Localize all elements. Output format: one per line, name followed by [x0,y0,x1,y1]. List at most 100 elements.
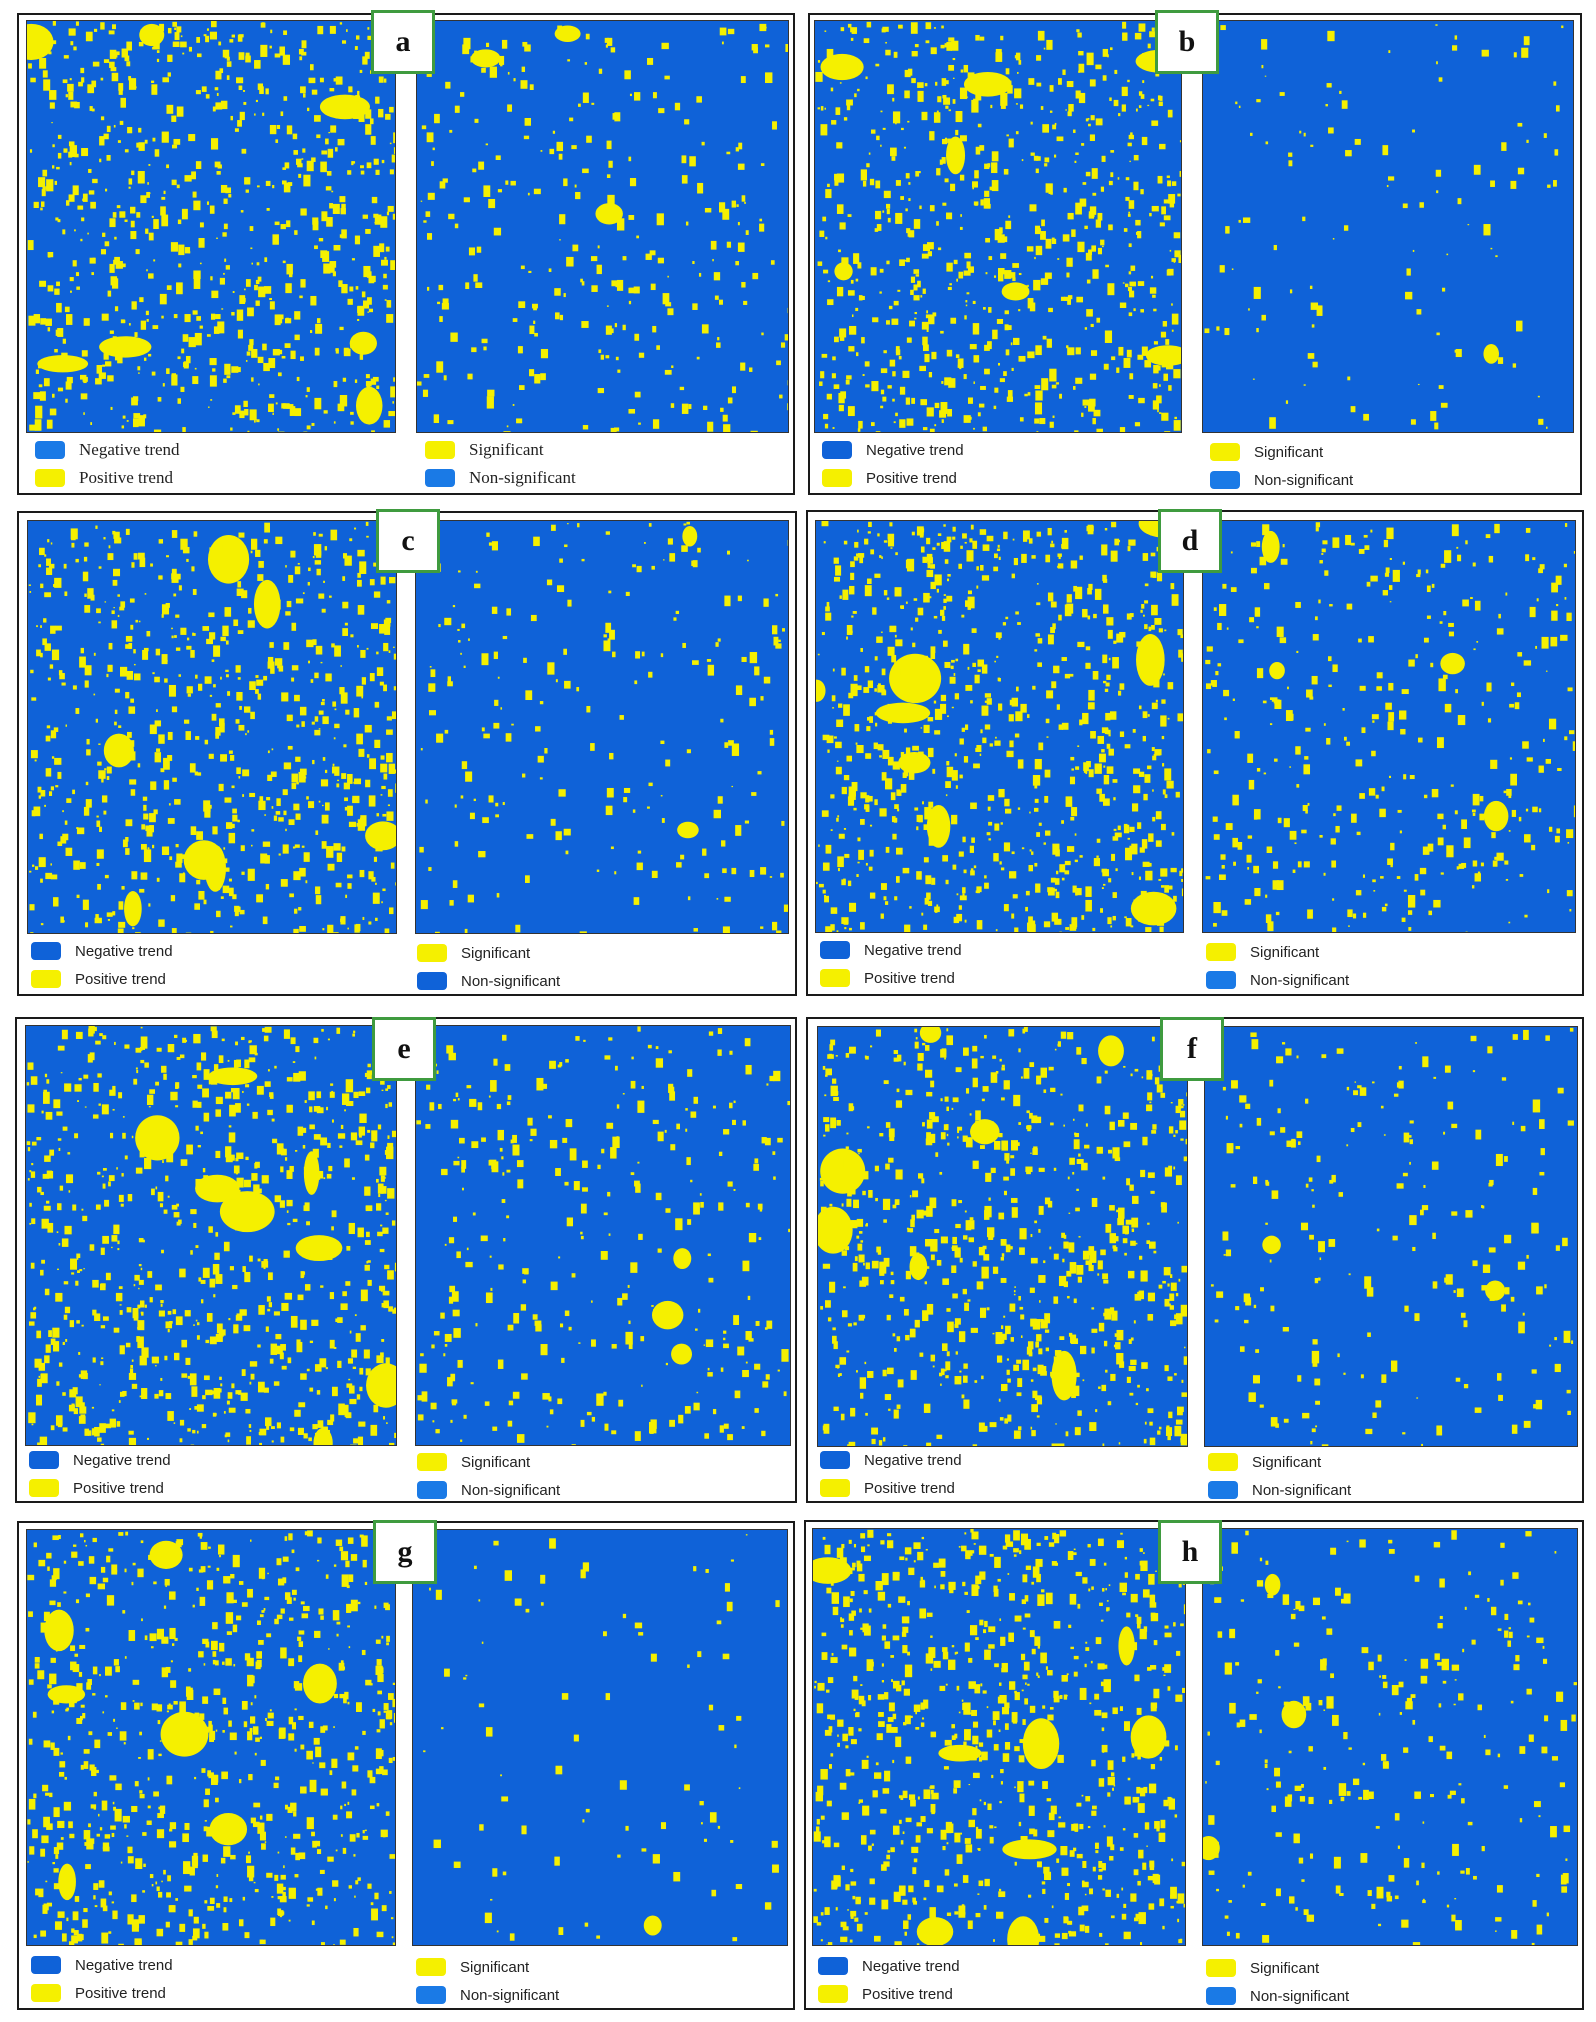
significance-map-e [415,1025,791,1446]
yellow-swatch [35,469,65,487]
raster-background [416,521,788,933]
panel-letter-d: d [1158,509,1222,573]
legend-label: Negative trend [75,942,173,960]
legend-negative-trend: Negative trend [31,941,173,961]
legend-non-significant: Non-significant [425,468,576,488]
raster-speckles [27,21,395,432]
legend-label: Significant [469,440,544,459]
legend-label: Positive trend [864,969,955,987]
raster-background [416,1026,790,1445]
blue-swatch [1206,971,1236,989]
trend-legend-e: Negative trend Positive trend [29,1450,171,1498]
legend-non-significant: Non-significant [1206,1986,1349,2006]
significance-legend-c: Significant Non-significant [417,943,560,991]
raster-speckles [1210,1027,1574,1446]
raster-background [813,1529,1185,1945]
legend-label: Significant [1254,443,1324,461]
significance-raster-e [416,1026,790,1445]
legend-label: Positive trend [862,1985,953,2003]
blue-swatch [822,441,852,459]
raster-speckles [26,1026,396,1445]
legend-label: Positive trend [75,1984,166,2002]
legend-label: Non-significant [461,972,561,990]
legend-label: Negative trend [866,441,964,459]
legend-label: Negative trend [864,1451,962,1469]
legend-non-significant: Non-significant [1210,470,1353,490]
legend-positive-trend: Positive trend [35,468,180,488]
raster-speckles [1203,24,1564,430]
legend-non-significant: Non-significant [417,971,560,991]
blue-swatch [29,1451,59,1469]
blue-swatch [818,1957,848,1975]
trend-map-a [26,20,396,433]
legend-label: Non-significant [1254,471,1354,489]
legend-label: Negative trend [862,1957,960,1975]
legend-significant: Significant [1206,1958,1349,1978]
legend-positive-trend: Positive trend [820,968,962,988]
legend-label: Significant [1250,1959,1320,1977]
legend-negative-trend: Negative trend [820,1450,962,1470]
raster-background [1205,1027,1577,1446]
yellow-swatch [820,1479,850,1497]
blue-swatch [1208,1481,1238,1499]
trend-legend-b: Negative trend Positive trend [822,440,964,488]
significance-raster-f [1205,1027,1577,1446]
yellow-swatch [1210,443,1240,461]
significance-legend-g: Significant Non-significant [416,1957,559,2005]
legend-significant: Significant [417,1452,560,1472]
panel-b: b Negative trend Positive trend Signific… [808,10,1582,495]
trend-raster-h [813,1529,1185,1945]
legend-label: Non-significant [1250,1987,1350,2005]
raster-background [413,1530,787,1945]
blue-swatch [416,1986,446,2004]
trend-map-f [817,1026,1188,1447]
legend-label: Negative trend [73,1451,171,1469]
raster-speckles [423,1534,780,1942]
panel-letter-b: b [1155,10,1219,74]
significance-map-b [1202,20,1574,433]
trend-map-b [814,20,1182,433]
raster-speckles [27,1530,395,1945]
legend-label: Non-significant [461,1481,561,1499]
legend-label: Positive trend [73,1479,164,1497]
yellow-swatch [1208,1453,1238,1471]
raster-speckles [813,1529,1185,1945]
trend-map-d [815,520,1184,933]
trend-raster-g [27,1530,395,1945]
legend-significant: Significant [1210,442,1353,462]
legend-positive-trend: Positive trend [31,1983,173,2003]
raster-background [1203,1529,1577,1945]
legend-significant: Significant [417,943,560,963]
legend-positive-trend: Positive trend [818,1984,960,2004]
legend-label: Positive trend [864,1479,955,1497]
yellow-swatch [417,1453,447,1471]
legend-non-significant: Non-significant [1208,1480,1351,1500]
legend-label: Positive trend [75,970,166,988]
legend-label: Non-significant [469,468,576,487]
legend-label: Significant [1252,1453,1322,1471]
legend-non-significant: Non-significant [416,1985,559,2005]
significance-map-g [412,1529,788,1946]
legend-negative-trend: Negative trend [818,1956,960,1976]
raster-background [1203,21,1573,432]
legend-significant: Significant [425,440,576,460]
significance-legend-e: Significant Non-significant [417,1452,560,1500]
significance-raster-h [1203,1529,1577,1945]
significance-map-h [1202,1528,1578,1946]
panel-h: h Negative trend Positive trend Signific… [804,1520,1584,2010]
trend-raster-c [28,521,396,933]
yellow-swatch [425,441,455,459]
trend-legend-f: Negative trend Positive trend [820,1450,962,1498]
legend-label: Non-significant [1252,1481,1352,1499]
legend-label: Non-significant [1250,971,1350,989]
panel-letter-g: g [373,1520,437,1584]
trend-legend-g: Negative trend Positive trend [31,1955,173,2003]
legend-label: Positive trend [866,469,957,487]
trend-raster-e [26,1026,396,1445]
yellow-swatch [818,1985,848,2003]
significance-legend-a: Significant Non-significant [425,440,576,488]
significance-map-f [1204,1026,1578,1447]
panel-letter-c: c [376,509,440,573]
trend-legend-a: Negative trend Positive trend [35,440,180,488]
yellow-swatch [1206,1959,1236,1977]
